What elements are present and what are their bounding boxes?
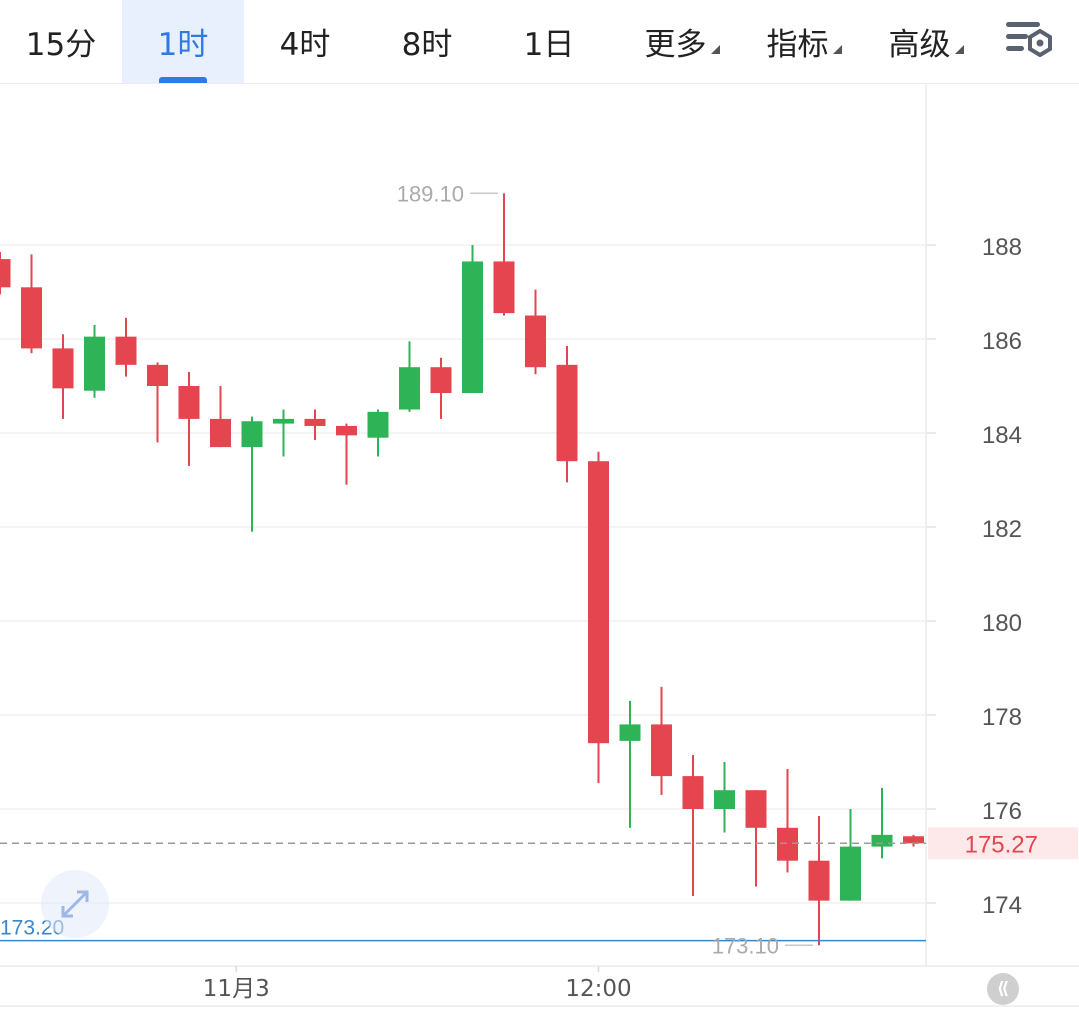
tab-1hour[interactable]: 1时: [122, 0, 244, 83]
candle-body[interactable]: [210, 418, 231, 448]
candle-body[interactable]: [462, 261, 483, 394]
candle-body[interactable]: [493, 261, 515, 314]
last-price-badge: [928, 827, 1078, 860]
y-tick-label: 184: [982, 422, 1022, 449]
more-menu[interactable]: 更多: [626, 0, 738, 83]
tab-1day[interactable]: 1日: [488, 0, 610, 83]
double-chevron-left-icon: ⟪: [996, 979, 1010, 999]
candle-body[interactable]: [745, 790, 767, 828]
min-annotation-label: 173.10: [712, 933, 779, 958]
y-tick-label: 186: [982, 328, 1022, 355]
candle-body[interactable]: [777, 827, 798, 861]
y-tick-label: 182: [982, 516, 1022, 543]
candle-body[interactable]: [178, 386, 200, 419]
indicators-menu-label: 指标: [766, 27, 829, 63]
expand-chart-button[interactable]: [41, 870, 109, 938]
candle-body[interactable]: [651, 724, 672, 777]
tab-8hour[interactable]: 8时: [366, 0, 488, 83]
more-menu-label: 更多: [644, 27, 707, 63]
candle-body[interactable]: [588, 461, 609, 744]
tab-4hour[interactable]: 4时: [244, 0, 366, 83]
candle-body[interactable]: [367, 411, 389, 438]
candle-body[interactable]: [21, 287, 42, 349]
max-annotation-label: 189.10: [397, 181, 464, 206]
expand-arrows-icon: [61, 890, 89, 918]
candlestick-chart[interactable]: 174176178180182184186188173.20175.27189.…: [0, 84, 1079, 1019]
tab-label: 8时: [401, 27, 453, 63]
y-tick-label: 174: [982, 892, 1022, 919]
y-tick-label: 178: [982, 704, 1022, 731]
candle-body[interactable]: [399, 367, 420, 410]
candle-body[interactable]: [682, 776, 704, 809]
tab-label: 15分: [25, 27, 97, 63]
candle-body[interactable]: [525, 315, 546, 368]
advanced-menu[interactable]: 高级: [870, 0, 982, 83]
y-tick-label: 188: [982, 234, 1022, 261]
candle-body[interactable]: [147, 364, 168, 386]
tab-15min[interactable]: 15分: [0, 0, 122, 83]
candle-body[interactable]: [714, 790, 735, 809]
dropdown-triangle-icon: [710, 45, 720, 54]
tab-label: 1日: [523, 27, 575, 63]
y-tick-label: 180: [982, 610, 1022, 637]
candle-body[interactable]: [556, 364, 578, 462]
candle-body[interactable]: [241, 421, 263, 448]
dropdown-triangle-icon: [832, 45, 842, 54]
candle-body[interactable]: [273, 418, 294, 424]
indicators-menu[interactable]: 指标: [748, 0, 860, 83]
tab-label: 1时: [157, 27, 209, 63]
candle-body[interactable]: [619, 724, 641, 741]
candle-body[interactable]: [84, 336, 105, 391]
candle-body[interactable]: [840, 846, 861, 901]
candle-body[interactable]: [115, 336, 137, 365]
chart-settings-icon[interactable]: [1002, 14, 1058, 68]
candle-body[interactable]: [0, 259, 11, 288]
chart-toolbar: 15分 1时 4时 8时 1日 更多 指标 高级: [0, 0, 1079, 84]
advanced-menu-label: 高级: [888, 27, 951, 63]
x-tick-label: 11月3: [203, 976, 270, 1002]
x-tick-label: 12:00: [565, 976, 631, 1002]
last-price-label: 175.27: [965, 831, 1038, 858]
scroll-to-latest-button[interactable]: ⟪: [987, 973, 1019, 1005]
candle-body[interactable]: [336, 425, 357, 436]
chart-settings-icon-svg: [1006, 22, 1052, 58]
candle-body[interactable]: [304, 418, 326, 426]
dropdown-triangle-icon: [954, 45, 964, 54]
candle-body[interactable]: [430, 367, 452, 394]
candle-body[interactable]: [52, 348, 74, 389]
candle-body[interactable]: [871, 834, 893, 847]
candle-body[interactable]: [808, 860, 830, 901]
candle-body[interactable]: [903, 836, 924, 844]
active-tab-indicator: [159, 77, 207, 83]
tab-label: 4时: [279, 27, 331, 63]
y-tick-label: 176: [982, 798, 1022, 825]
